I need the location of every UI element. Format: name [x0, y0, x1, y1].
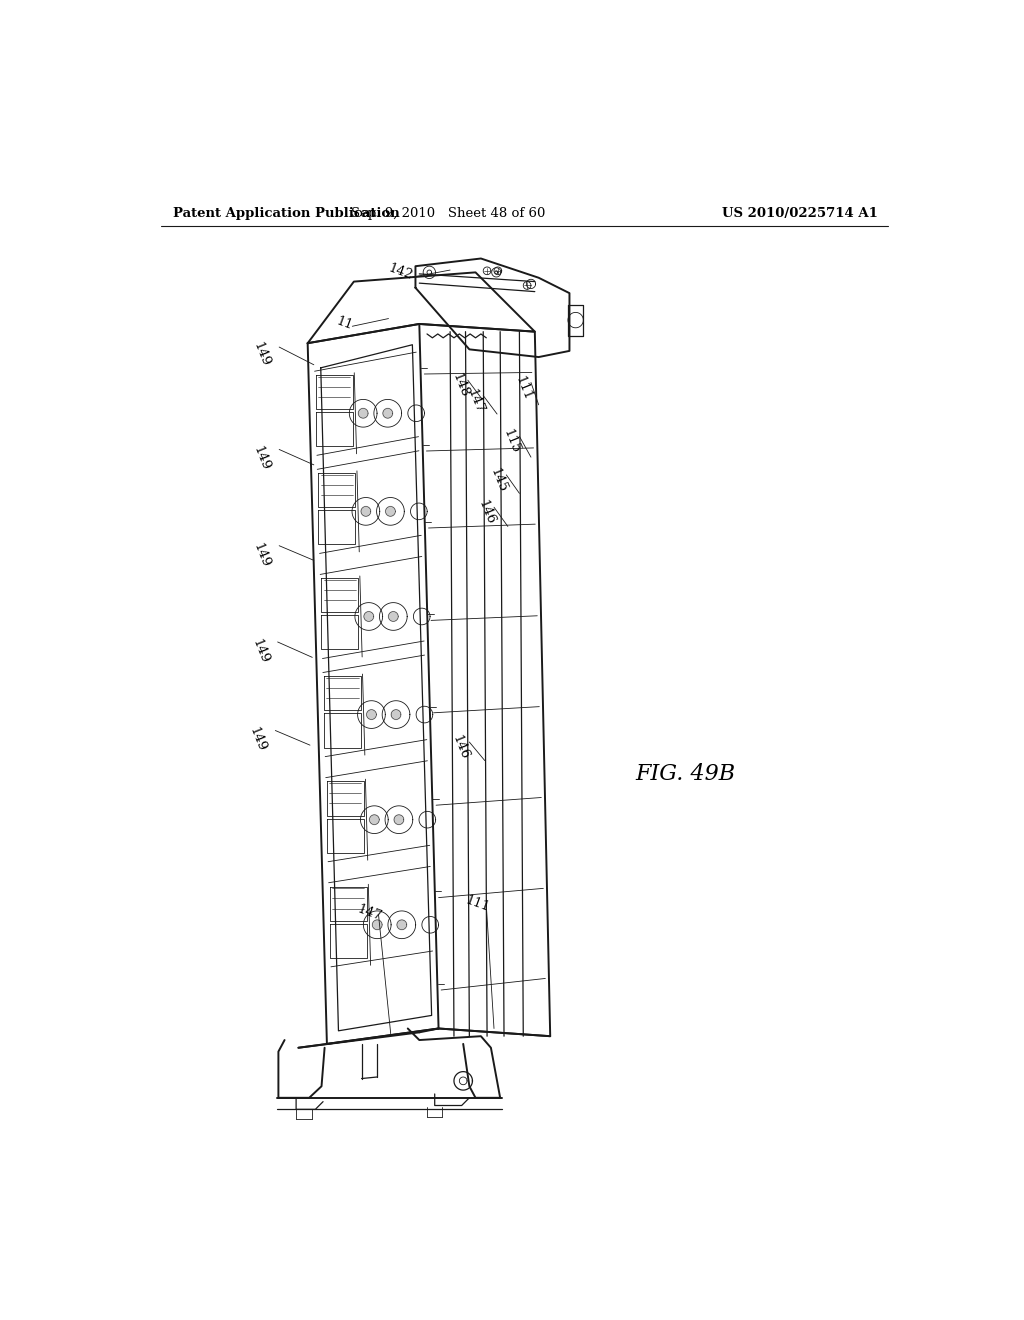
Text: 142: 142: [386, 261, 414, 282]
Text: FIG. 49B: FIG. 49B: [635, 763, 735, 785]
Polygon shape: [391, 710, 400, 719]
Polygon shape: [388, 611, 398, 622]
Text: 149: 149: [249, 638, 270, 665]
Text: 146: 146: [450, 734, 471, 762]
Polygon shape: [367, 710, 376, 719]
Text: 111: 111: [463, 894, 492, 915]
Text: 149: 149: [247, 726, 268, 754]
Text: 149: 149: [251, 341, 272, 368]
Polygon shape: [373, 920, 382, 929]
Polygon shape: [394, 814, 403, 825]
Text: 149: 149: [251, 445, 272, 473]
Polygon shape: [383, 408, 392, 418]
Text: Sep. 9, 2010   Sheet 48 of 60: Sep. 9, 2010 Sheet 48 of 60: [350, 207, 545, 220]
Text: Patent Application Publication: Patent Application Publication: [173, 207, 399, 220]
Polygon shape: [358, 408, 368, 418]
Text: 146: 146: [475, 499, 497, 527]
Text: 147: 147: [355, 903, 383, 924]
Polygon shape: [386, 507, 395, 516]
Text: 111: 111: [513, 374, 534, 403]
Polygon shape: [370, 814, 379, 825]
Text: 11: 11: [335, 315, 354, 333]
Text: 115: 115: [501, 428, 522, 455]
Text: 147: 147: [465, 387, 486, 414]
Polygon shape: [361, 507, 371, 516]
Text: 145: 145: [487, 466, 509, 495]
Text: US 2010/0225714 A1: US 2010/0225714 A1: [722, 207, 878, 220]
Polygon shape: [397, 920, 407, 929]
Text: 149: 149: [251, 541, 272, 569]
Text: 148: 148: [450, 371, 471, 400]
Polygon shape: [364, 611, 374, 622]
